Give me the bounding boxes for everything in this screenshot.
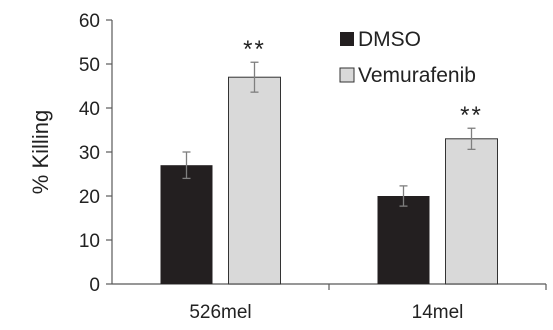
legend-swatch-dmso [340, 32, 354, 46]
y-tick-label: 50 [79, 55, 100, 76]
bars: ** ** [160, 36, 498, 285]
significance-marker: ** [243, 36, 266, 63]
axes: 0 10 20 30 40 50 60 526mel 14mel [79, 11, 547, 323]
x-tick-label: 14mel [412, 302, 464, 323]
y-tick-label: 10 [79, 231, 100, 252]
y-tick-label: 30 [79, 143, 100, 164]
y-tick-label: 40 [79, 99, 100, 120]
bar-vemurafenib [228, 76, 281, 285]
legend-swatch-vemurafenib [339, 67, 355, 83]
legend-label: DMSO [358, 28, 421, 51]
significance-marker: ** [460, 102, 483, 129]
x-tick-label: 526mel [189, 302, 251, 323]
bar-dmso [160, 165, 213, 284]
bar-vemurafenib [445, 138, 498, 285]
y-tick-label: 60 [79, 11, 100, 32]
legend-label: Vemurafenib [358, 64, 476, 87]
legend: DMSO Vemurafenib [339, 28, 476, 87]
y-tick-label: 20 [79, 187, 100, 208]
bar-dmso [377, 196, 430, 284]
y-axis-label: % Killing [28, 110, 53, 194]
y-tick-label: 0 [89, 275, 100, 296]
